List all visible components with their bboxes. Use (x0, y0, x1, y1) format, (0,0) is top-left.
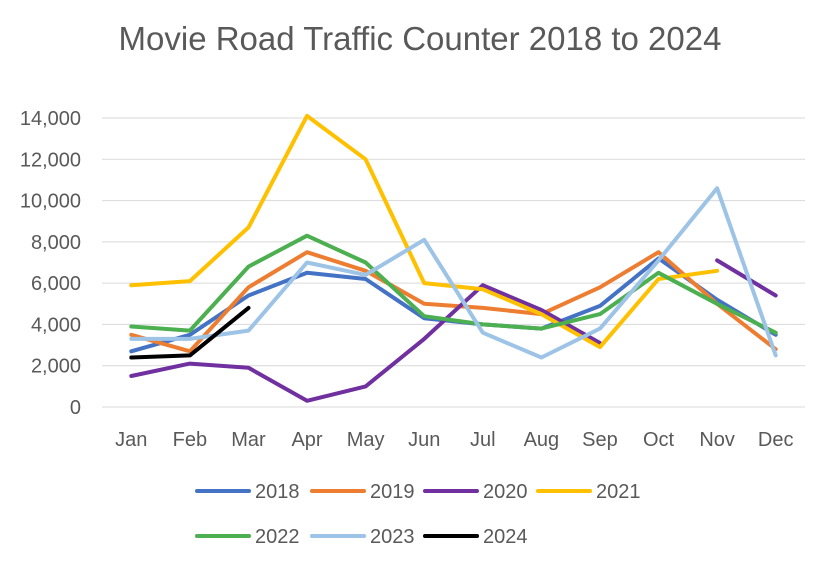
y-tick-label: 2,000 (31, 356, 81, 378)
legend-label-2019: 2019 (370, 481, 415, 503)
y-tick-label: 6,000 (31, 273, 81, 295)
series-line-2024 (129, 305, 251, 360)
x-tick-label: Oct (643, 429, 675, 451)
x-tick-label: Dec (758, 429, 794, 451)
legend-label-2024: 2024 (483, 526, 528, 548)
x-tick-label: Jun (408, 429, 440, 451)
x-tick-label: Nov (699, 429, 735, 451)
legend-label-2020: 2020 (483, 481, 528, 503)
series-line-2022 (129, 233, 778, 335)
x-tick-label: Jan (115, 429, 147, 451)
y-tick-label: 0 (70, 397, 81, 419)
y-tick-label: 8,000 (31, 232, 81, 254)
x-tick-label: May (347, 429, 385, 451)
x-tick-label: Sep (582, 429, 618, 451)
x-tick-label: Mar (231, 429, 266, 451)
legend-label-2022: 2022 (255, 526, 300, 548)
chart-title: Movie Road Traffic Counter 2018 to 2024 (119, 20, 722, 57)
x-tick-label: Aug (524, 429, 560, 451)
x-tick-label: Jul (470, 429, 496, 451)
legend-label-2023: 2023 (370, 526, 415, 548)
x-tick-label: Feb (173, 429, 207, 451)
x-tick-label: Apr (291, 429, 322, 451)
legend-label-2021: 2021 (596, 481, 641, 503)
series-line-2019 (129, 250, 778, 354)
series-line-2021 (129, 113, 720, 350)
y-tick-label: 14,000 (20, 108, 81, 130)
y-tick-label: 4,000 (31, 314, 81, 336)
series-line-2023 (129, 186, 778, 360)
series-line-2020 (129, 258, 778, 403)
legend-label-2018: 2018 (255, 481, 300, 503)
y-tick-label: 12,000 (20, 149, 81, 171)
y-tick-label: 10,000 (20, 191, 81, 213)
